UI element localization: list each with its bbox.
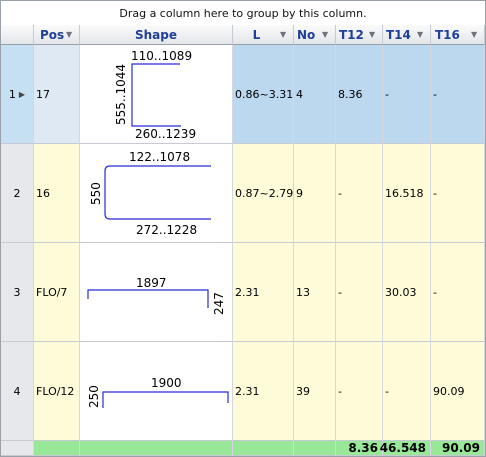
column-header-t16[interactable]: T16 ▼ <box>431 25 485 45</box>
cell-pos[interactable]: 17 <box>34 45 80 144</box>
group-by-panel[interactable]: Drag a column here to group by this colu… <box>1 1 485 26</box>
shape-line <box>131 62 181 127</box>
cell-t12[interactable]: - <box>336 342 383 441</box>
bar-shape-diagram: 110..1089 555..1044 260..1239 <box>114 49 196 141</box>
shape-dim-top: 1897 <box>136 276 167 290</box>
filter-icon[interactable]: ▼ <box>369 30 376 39</box>
column-header-pos[interactable]: Pos ▼ <box>34 25 80 45</box>
row-indicator[interactable]: 3 <box>1 243 34 342</box>
cell-t14[interactable]: 30.03 <box>383 243 431 342</box>
cell-t14[interactable]: - <box>383 342 431 441</box>
column-header-no[interactable]: No ▼ <box>294 25 336 45</box>
filter-icon[interactable]: ▼ <box>280 30 287 39</box>
total-cell-t16: 90.09 <box>431 441 485 456</box>
bar-shape-diagram: 122..1078 550 272..1228 <box>89 150 211 237</box>
column-header-t14[interactable]: T14 ▼ <box>383 25 431 45</box>
cell-t12[interactable]: 8.36 <box>336 45 383 144</box>
shape-line <box>102 390 229 408</box>
total-cell-t14: 46.548 <box>380 441 431 456</box>
current-row-arrow-icon: ▶ <box>18 89 26 99</box>
shape-dim-right: 247 <box>212 292 226 315</box>
bar-shape-diagram: 1900 250 <box>87 376 229 408</box>
shape-dim-top: 110..1089 <box>131 49 192 63</box>
cell-pos[interactable]: FLO/12 <box>34 342 80 441</box>
total-row-indicator <box>1 441 34 456</box>
row-indicator[interactable]: 4 <box>1 342 34 441</box>
shape-dim-left: 555..1044 <box>114 63 128 124</box>
row-indicator-header <box>1 25 34 45</box>
total-cell-shape <box>80 441 233 456</box>
column-header-shape[interactable]: Shape <box>80 25 233 45</box>
group-by-hint: Drag a column here to group by this colu… <box>119 6 367 20</box>
cell-l[interactable]: 2.31 <box>233 243 294 342</box>
shape-line <box>104 164 211 220</box>
row-indicator[interactable]: 2 <box>1 144 34 243</box>
column-header-t12[interactable]: T12 ▼ <box>336 25 383 45</box>
shape-line <box>87 288 209 308</box>
cell-no[interactable]: 9 <box>294 144 336 243</box>
total-cell-l <box>233 441 294 456</box>
cell-t12[interactable]: - <box>336 243 383 342</box>
shape-dim-bottom: 260..1239 <box>135 127 196 141</box>
cell-t16[interactable]: 90.09 <box>431 342 485 441</box>
cell-l[interactable]: 2.31 <box>233 342 294 441</box>
shape-dim-top: 122..1078 <box>129 150 190 164</box>
cell-shape[interactable]: 122..1078 550 272..1228 <box>80 144 233 243</box>
cell-no[interactable]: 4 <box>294 45 336 144</box>
row-indicator[interactable]: 1 ▶ <box>1 45 34 144</box>
shape-dim-left: 250 <box>87 385 101 408</box>
total-cell-no <box>294 441 336 456</box>
cell-t12[interactable]: - <box>336 144 383 243</box>
total-cell-t12: 8.36 <box>336 441 383 456</box>
cell-l[interactable]: 0.87~2.79 <box>233 144 294 243</box>
cell-pos[interactable]: 16 <box>34 144 80 243</box>
shape-dim-bottom: 272..1228 <box>136 223 197 237</box>
cell-pos[interactable]: FLO/7 <box>34 243 80 342</box>
shape-dim-top: 1900 <box>151 376 182 390</box>
cell-no[interactable]: 39 <box>294 342 336 441</box>
cell-t14[interactable]: 16.518 <box>383 144 431 243</box>
cell-t16[interactable]: - <box>431 243 485 342</box>
bar-shape-diagram: 1897 247 <box>87 276 226 315</box>
cell-shape[interactable]: 1900 250 <box>80 342 233 441</box>
total-cell-pos <box>34 441 80 456</box>
filter-icon[interactable]: ▼ <box>417 30 424 39</box>
cell-shape[interactable]: 110..1089 555..1044 260..1239 <box>80 45 233 144</box>
cell-no[interactable]: 13 <box>294 243 336 342</box>
cell-t16[interactable]: - <box>431 45 485 144</box>
cell-t14[interactable]: - <box>383 45 431 144</box>
filter-icon[interactable]: ▼ <box>322 30 329 39</box>
shape-dim-left: 550 <box>89 182 103 205</box>
cell-t16[interactable]: - <box>431 144 485 243</box>
cell-l[interactable]: 0.86~3.31 <box>233 45 294 144</box>
filter-icon[interactable]: ▼ <box>471 30 478 39</box>
cell-shape[interactable]: 1897 247 <box>80 243 233 342</box>
filter-icon[interactable]: ▼ <box>66 30 73 39</box>
column-header-l[interactable]: L ▼ <box>233 25 294 45</box>
